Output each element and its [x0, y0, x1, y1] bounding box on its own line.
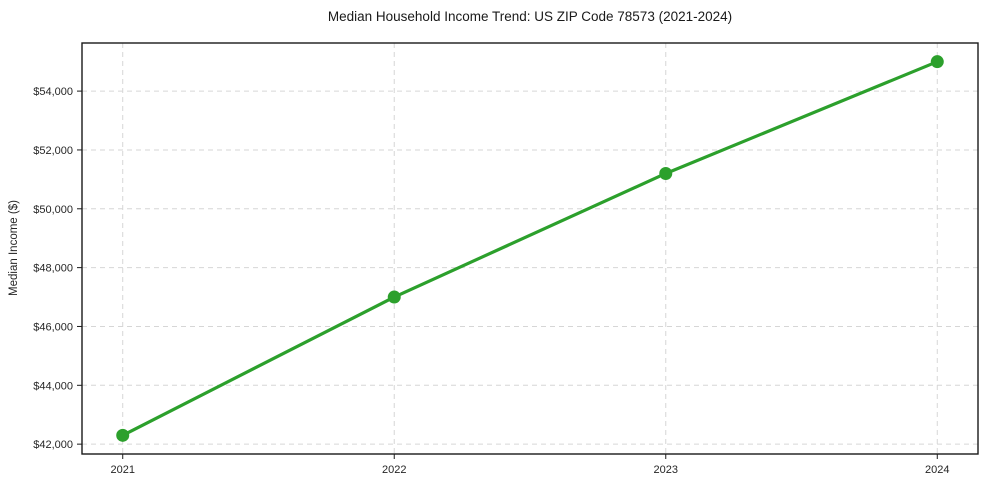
chart-title: Median Household Income Trend: US ZIP Co…: [327, 9, 733, 24]
x-tick-label: 2023: [654, 464, 678, 476]
data-point: [387, 290, 401, 304]
y-tick-label: $44,000: [33, 380, 73, 392]
y-tick-label: $42,000: [33, 439, 73, 451]
x-tick-label: 2021: [110, 464, 134, 476]
x-tick-label: 2022: [382, 464, 406, 476]
y-tick-label: $48,000: [33, 263, 73, 275]
y-tick-label: $52,000: [33, 145, 73, 157]
data-point: [659, 166, 673, 180]
y-tick-label: $50,000: [33, 204, 73, 216]
y-tick-label: $54,000: [33, 86, 73, 98]
plot-frame: [81, 42, 979, 455]
data-point: [116, 428, 130, 442]
y-tick-label: $46,000: [33, 321, 73, 333]
trend-line: [121, 60, 939, 437]
x-tick-label: 2024: [925, 464, 949, 476]
data-point: [930, 55, 944, 69]
